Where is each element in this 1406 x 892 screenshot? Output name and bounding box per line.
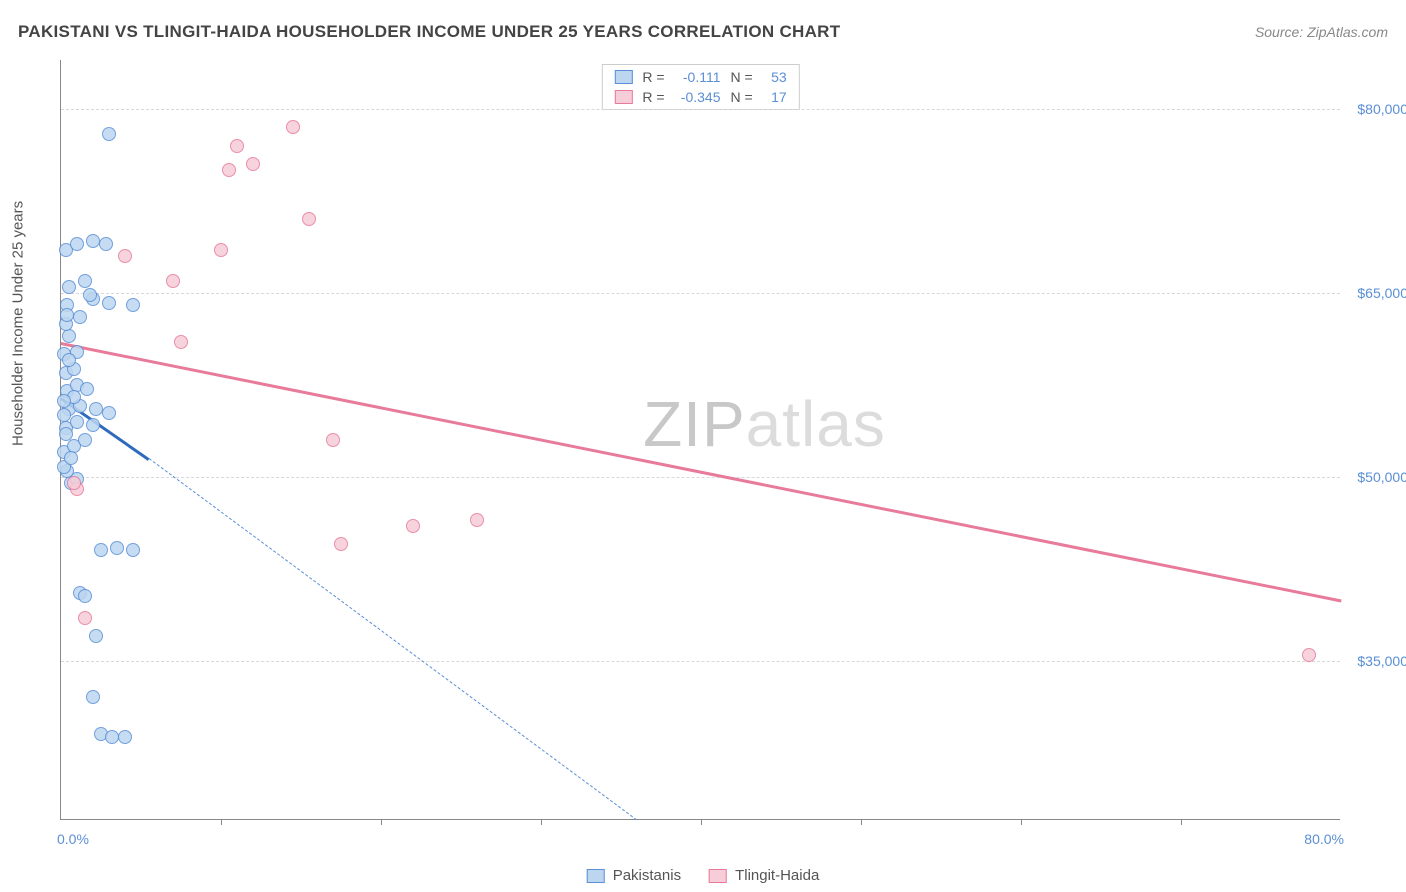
legend-swatch	[614, 90, 632, 104]
gridline-h	[61, 477, 1340, 478]
data-point	[99, 237, 113, 251]
x-tick	[1021, 819, 1022, 825]
data-point	[83, 288, 97, 302]
data-point	[70, 415, 84, 429]
source-credit: Source: ZipAtlas.com	[1255, 24, 1388, 40]
stat-r-value: -0.111	[675, 69, 721, 85]
data-point	[89, 629, 103, 643]
data-point	[62, 280, 76, 294]
data-point	[406, 519, 420, 533]
data-point	[102, 127, 116, 141]
trend-line	[61, 342, 1341, 602]
stat-n-label: N =	[731, 89, 753, 105]
legend-label: Pakistanis	[613, 867, 681, 884]
stat-r-label: R =	[642, 69, 664, 85]
trend-line-dash	[149, 458, 638, 820]
legend-label: Tlingit-Haida	[735, 867, 819, 884]
data-point	[86, 418, 100, 432]
data-point	[166, 274, 180, 288]
data-point	[59, 427, 73, 441]
data-point	[222, 163, 236, 177]
title-row: PAKISTANI VS TLINGIT-HAIDA HOUSEHOLDER I…	[18, 22, 1388, 42]
chart-title: PAKISTANI VS TLINGIT-HAIDA HOUSEHOLDER I…	[18, 22, 840, 42]
stat-n-value: 17	[763, 89, 787, 105]
data-point	[78, 274, 92, 288]
watermark: ZIPatlas	[643, 387, 886, 461]
gridline-h	[61, 109, 1340, 110]
data-point	[73, 310, 87, 324]
stat-row: R = -0.345 N = 17	[602, 87, 798, 107]
data-point	[57, 394, 71, 408]
x-tick	[541, 819, 542, 825]
stat-n-label: N =	[731, 69, 753, 85]
x-tick	[1181, 819, 1182, 825]
data-point	[102, 296, 116, 310]
stat-box: R = -0.111 N = 53 R = -0.345 N = 17	[601, 64, 799, 110]
data-point	[126, 543, 140, 557]
x-axis-max-label: 80.0%	[1304, 831, 1344, 847]
x-tick	[221, 819, 222, 825]
data-point	[470, 513, 484, 527]
data-point	[60, 308, 74, 322]
chart-container: PAKISTANI VS TLINGIT-HAIDA HOUSEHOLDER I…	[0, 0, 1406, 892]
data-point	[57, 408, 71, 422]
data-point	[102, 406, 116, 420]
data-point	[78, 433, 92, 447]
legend-item: Tlingit-Haida	[709, 867, 819, 884]
stat-n-value: 53	[763, 69, 787, 85]
data-point	[1302, 648, 1316, 662]
data-point	[230, 139, 244, 153]
y-axis-label: Householder Income Under 25 years	[10, 201, 27, 446]
data-point	[86, 690, 100, 704]
data-point	[80, 382, 94, 396]
data-point	[89, 402, 103, 416]
data-point	[214, 243, 228, 257]
watermark-bold: ZIP	[643, 388, 746, 460]
stat-row: R = -0.111 N = 53	[602, 67, 798, 87]
legend-swatch	[614, 70, 632, 84]
x-axis-min-label: 0.0%	[57, 831, 89, 847]
legend-swatch	[587, 869, 605, 883]
data-point	[64, 451, 78, 465]
bottom-legend: Pakistanis Tlingit-Haida	[587, 867, 820, 884]
gridline-h	[61, 293, 1340, 294]
x-tick	[381, 819, 382, 825]
data-point	[302, 212, 316, 226]
stat-r-value: -0.345	[675, 89, 721, 105]
y-tick-label: $80,000	[1348, 101, 1406, 117]
data-point	[118, 249, 132, 263]
legend-swatch	[709, 869, 727, 883]
data-point	[70, 237, 84, 251]
y-tick-label: $50,000	[1348, 469, 1406, 485]
y-tick-label: $35,000	[1348, 653, 1406, 669]
data-point	[286, 120, 300, 134]
data-point	[94, 543, 108, 557]
legend-item: Pakistanis	[587, 867, 681, 884]
data-point	[326, 433, 340, 447]
watermark-light: atlas	[746, 388, 886, 460]
stat-r-label: R =	[642, 89, 664, 105]
data-point	[78, 611, 92, 625]
data-point	[110, 541, 124, 555]
data-point	[62, 329, 76, 343]
x-tick	[861, 819, 862, 825]
data-point	[86, 234, 100, 248]
data-point	[334, 537, 348, 551]
y-tick-label: $65,000	[1348, 285, 1406, 301]
x-tick	[701, 819, 702, 825]
data-point	[174, 335, 188, 349]
data-point	[118, 730, 132, 744]
data-point	[78, 589, 92, 603]
data-point	[246, 157, 260, 171]
plot-area: ZIPatlas R =-0.111N =53R =-0.345N =17 0.…	[60, 60, 1340, 820]
gridline-h	[61, 661, 1340, 662]
data-point	[67, 476, 81, 490]
data-point	[126, 298, 140, 312]
data-point	[62, 353, 76, 367]
